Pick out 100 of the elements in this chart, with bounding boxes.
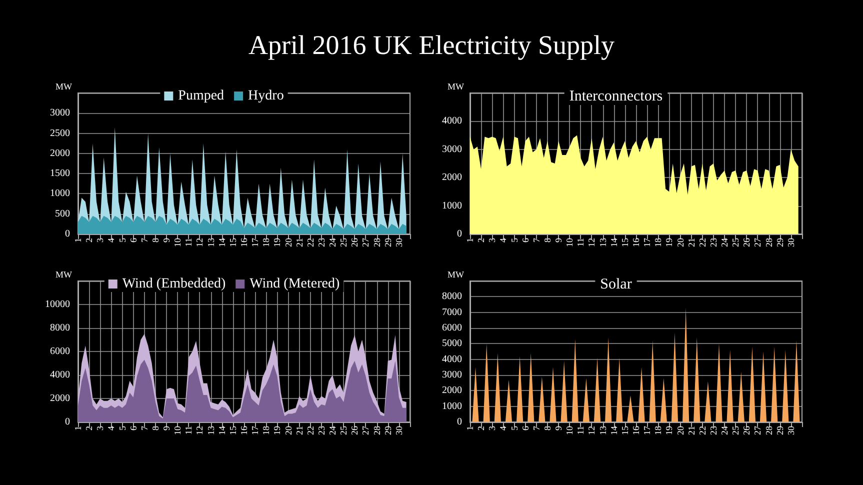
- x-tick-label: 7: [531, 238, 542, 242]
- x-tick-label: 10: [172, 426, 183, 435]
- y-axis-title: MW: [448, 82, 464, 92]
- x-tick-label: 24: [328, 426, 338, 435]
- x-tick-label: 7: [531, 426, 542, 430]
- x-tick-label: 15: [620, 238, 630, 247]
- x-tick-label: 30: [786, 238, 796, 247]
- x-tick-label: 28: [764, 426, 774, 435]
- x-tick-label: 13: [598, 426, 608, 435]
- x-tick-label: 23: [708, 238, 718, 247]
- x-tick-label: 27: [752, 426, 763, 435]
- y-tick-label: 1500: [50, 168, 70, 180]
- x-tick-label: 12: [586, 426, 597, 435]
- x-tick-label: 28: [372, 238, 382, 247]
- y-tick-label: 2000: [50, 393, 70, 404]
- y-axis-title: MW: [56, 270, 72, 280]
- x-tick-label: 1: [465, 238, 475, 242]
- x-tick-label: 21: [294, 426, 304, 435]
- y-tick-label: 8000: [50, 322, 70, 334]
- x-tick-label: 16: [631, 426, 641, 435]
- x-tick-label: 3: [487, 426, 498, 430]
- x-tick-label: 4: [106, 238, 116, 242]
- x-tick-label: 30: [394, 238, 404, 247]
- y-tick-label: 2000: [442, 172, 462, 184]
- y-tick-label: 0: [457, 416, 462, 428]
- x-tick-label: 24: [720, 238, 730, 247]
- x-tick-label: 18: [261, 426, 272, 435]
- x-tick-label: 9: [554, 426, 564, 430]
- x-tick-label: 21: [686, 426, 696, 435]
- y-tick-label: 0: [65, 416, 70, 428]
- x-tick-label: 25: [338, 426, 349, 435]
- x-tick-label: 17: [250, 426, 260, 435]
- y-tick-label: 6000: [442, 322, 462, 334]
- y-tick-label: 2000: [50, 148, 70, 159]
- y-tick-label: 3000: [442, 144, 462, 155]
- x-tick-label: 6: [520, 426, 530, 430]
- x-tick-label: 5: [509, 238, 520, 242]
- x-tick-label: 4: [498, 426, 508, 430]
- x-tick-label: 6: [128, 238, 138, 242]
- x-tick-label: 8: [542, 426, 552, 430]
- x-tick-label: 12: [586, 238, 597, 247]
- x-tick-label: 20: [283, 238, 294, 247]
- x-tick-label: 20: [675, 426, 686, 435]
- x-tick-label: 22: [697, 238, 708, 247]
- x-tick-label: 4: [106, 426, 116, 430]
- x-tick-label: 13: [206, 238, 216, 247]
- legend-label: Wind (Metered): [250, 276, 340, 292]
- y-tick-label: 6000: [50, 346, 70, 357]
- x-tick-label: 6: [520, 238, 530, 242]
- x-tick-label: 29: [382, 238, 393, 247]
- x-tick-label: 21: [686, 238, 696, 247]
- x-tick-label: 21: [294, 238, 304, 247]
- x-tick-label: 11: [184, 426, 194, 435]
- x-tick-label: 14: [608, 426, 619, 435]
- x-tick-label: 13: [598, 238, 608, 247]
- x-tick-label: 18: [261, 238, 272, 247]
- y-tick-label: 8000: [442, 291, 462, 302]
- x-tick-label: 26: [742, 238, 752, 247]
- x-tick-label: 22: [305, 426, 316, 435]
- x-tick-label: 8: [542, 238, 552, 242]
- x-tick-label: 24: [720, 426, 730, 435]
- x-tick-label: 30: [786, 426, 796, 435]
- x-tick-label: 1: [465, 426, 475, 430]
- x-tick-label: 2: [476, 238, 486, 242]
- x-tick-label: 16: [239, 426, 249, 435]
- x-tick-label: 18: [653, 238, 664, 247]
- x-tick-label: 29: [774, 238, 785, 247]
- x-tick-label: 6: [128, 426, 138, 430]
- x-tick-label: 28: [372, 426, 382, 435]
- x-tick-label: 25: [730, 238, 741, 247]
- x-tick-label: 13: [206, 426, 216, 435]
- x-tick-label: 23: [708, 426, 718, 435]
- x-tick-label: 19: [272, 426, 282, 435]
- x-tick-label: 9: [554, 238, 564, 242]
- y-tick-label: 5000: [442, 338, 462, 350]
- x-tick-label: 29: [774, 426, 785, 435]
- y-tick-label: 1000: [442, 400, 462, 412]
- x-tick-label: 11: [576, 426, 586, 435]
- x-tick-label: 17: [642, 238, 652, 247]
- y-tick-label: 4000: [442, 354, 462, 365]
- x-tick-label: 30: [394, 426, 404, 435]
- y-tick-label: 500: [55, 208, 70, 220]
- x-tick-label: 23: [316, 238, 326, 247]
- x-tick-label: 15: [620, 426, 630, 435]
- x-tick-label: 16: [239, 238, 249, 247]
- y-tick-label: 0: [65, 228, 70, 240]
- x-tick-label: 7: [139, 426, 150, 430]
- x-tick-label: 5: [117, 238, 128, 242]
- x-tick-label: 25: [730, 426, 741, 435]
- x-tick-label: 8: [150, 238, 160, 242]
- x-tick-label: 12: [194, 238, 205, 247]
- x-tick-label: 9: [162, 426, 172, 430]
- x-tick-label: 28: [764, 238, 774, 247]
- x-tick-label: 1: [73, 426, 83, 430]
- x-tick-label: 17: [642, 426, 652, 435]
- x-tick-label: 18: [653, 426, 664, 435]
- x-tick-label: 19: [664, 426, 674, 435]
- y-tick-label: 0: [457, 228, 462, 240]
- y-tick-label: 2500: [50, 128, 70, 139]
- x-tick-label: 14: [216, 238, 227, 247]
